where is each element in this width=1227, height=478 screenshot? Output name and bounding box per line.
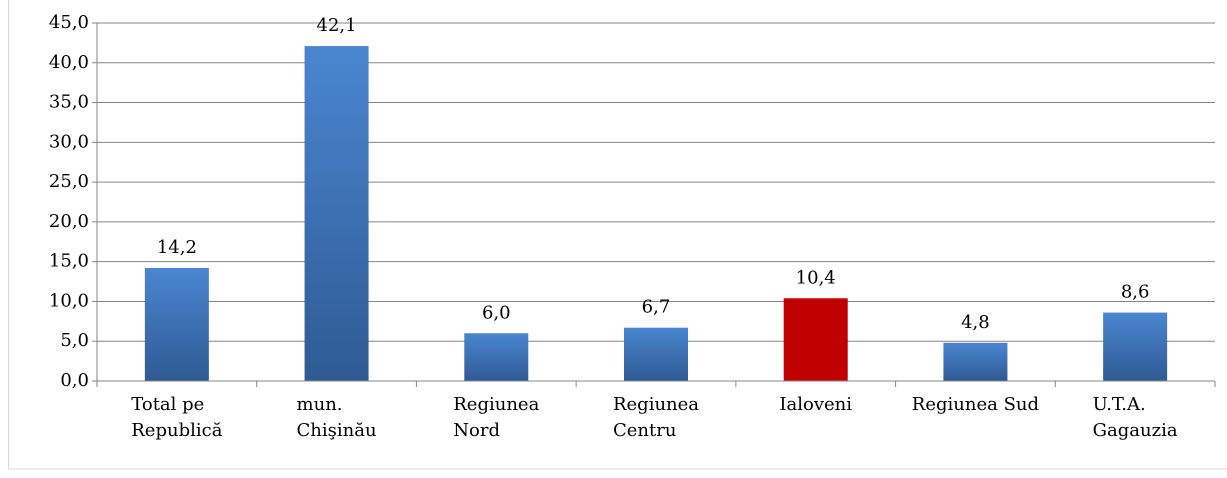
chart-border	[8, 0, 1227, 470]
x-label-box: Regiunea Centru	[576, 392, 736, 444]
x-label-box: Total pe Republică	[97, 392, 257, 444]
x-label-box: Regiunea Sud	[895, 392, 1055, 418]
y-tick-label: 25,0	[49, 171, 89, 192]
x-tick-label: Ialoveni	[779, 394, 852, 415]
bar	[304, 46, 369, 382]
y-tick-label: 20,0	[49, 211, 89, 232]
value-label: 42,1	[317, 15, 357, 36]
x-label-box: U.T.A. Gagauzia	[1055, 392, 1215, 444]
bar	[464, 333, 529, 381]
y-tick-label: 30,0	[49, 131, 89, 152]
bar	[144, 268, 209, 381]
value-label: 10,4	[796, 267, 836, 288]
x-tick-label: Regiunea Nord	[453, 394, 540, 441]
x-tick-label: Total pe Republică	[131, 394, 223, 441]
y-tick-label: 40,0	[49, 52, 89, 73]
y-tick-label: 5,0	[60, 330, 89, 351]
x-tick-label: Regiunea Sud	[911, 394, 1040, 415]
x-label-box: mun. Chişinău	[257, 392, 417, 444]
value-label: 6,7	[642, 297, 671, 318]
x-tick-label: mun. Chişinău	[296, 394, 377, 441]
x-tick-label: Regiunea Centru	[612, 394, 700, 441]
y-tick-label: 15,0	[49, 251, 89, 272]
x-tick-label: U.T.A. Gagauzia	[1092, 394, 1178, 441]
y-tick-label: 10,0	[49, 290, 89, 311]
y-tick-label: 0,0	[60, 370, 89, 391]
x-label-box: Regiunea Nord	[416, 392, 576, 444]
value-label: 6,0	[482, 302, 511, 323]
bar	[624, 327, 688, 381]
y-tick-label: 45,0	[49, 12, 89, 33]
value-label: 4,8	[961, 312, 990, 333]
bar	[783, 298, 848, 381]
bar	[1103, 312, 1168, 381]
value-label: 14,2	[157, 237, 197, 258]
bar	[943, 342, 1008, 381]
x-label-box: Ialoveni	[736, 392, 896, 418]
value-label: 8,6	[1121, 282, 1150, 303]
y-tick-label: 35,0	[49, 92, 89, 113]
